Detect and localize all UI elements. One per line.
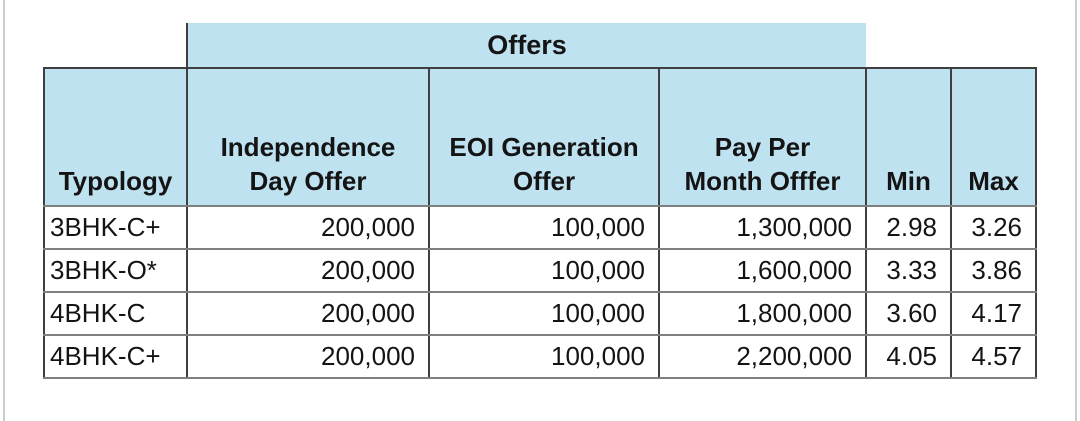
table-row: 3BHK-O* 200,000 100,000 1,600,000 3.33 3… [43, 249, 1037, 293]
cell-max: 3.86 [950, 249, 1037, 293]
column-header-typology: Typology [43, 67, 188, 207]
cell-independence-day-offer: 200,000 [186, 249, 430, 293]
offers-group-header: Offers [186, 23, 866, 68]
page-right-edge-line [1075, 0, 1077, 421]
spacer-cell [44, 23, 187, 68]
cell-typology: 4BHK-C+ [43, 335, 188, 379]
column-header-min: Min [865, 67, 952, 207]
page-left-edge-line [3, 0, 5, 421]
cell-typology: 4BHK-C [43, 292, 188, 336]
column-header-max: Max [950, 67, 1037, 207]
column-header-pay-per-month-offfer: Pay Per Month Offfer [658, 67, 867, 207]
offers-table: Offers Typology Independence Day Offer E… [43, 23, 1037, 379]
table-row: 4BHK-C 200,000 100,000 1,800,000 3.60 4.… [43, 292, 1037, 336]
cell-min: 3.60 [865, 292, 952, 336]
cell-typology: 3BHK-C+ [43, 206, 188, 250]
cell-eoi-generation-offer: 100,000 [428, 206, 660, 250]
column-header-eoi-generation-offer: EOI Generation Offer [428, 67, 660, 207]
cell-min: 4.05 [865, 335, 952, 379]
cell-max: 3.26 [950, 206, 1037, 250]
cell-eoi-generation-offer: 100,000 [428, 292, 660, 336]
group-header-row: Offers [44, 23, 1036, 68]
spacer-cell [866, 23, 951, 68]
cell-independence-day-offer: 200,000 [186, 206, 430, 250]
cell-pay-per-month-offfer: 1,300,000 [658, 206, 867, 250]
cell-pay-per-month-offfer: 1,800,000 [658, 292, 867, 336]
cell-independence-day-offer: 200,000 [186, 292, 430, 336]
cell-pay-per-month-offfer: 2,200,000 [658, 335, 867, 379]
table-row: 3BHK-C+ 200,000 100,000 1,300,000 2.98 3… [43, 206, 1037, 250]
cell-eoi-generation-offer: 100,000 [428, 249, 660, 293]
column-header-row: Typology Independence Day Offer EOI Gene… [43, 67, 1037, 207]
column-header-independence-day-offer: Independence Day Offer [186, 67, 430, 207]
cell-min: 2.98 [865, 206, 952, 250]
cell-eoi-generation-offer: 100,000 [428, 335, 660, 379]
table-row: 4BHK-C+ 200,000 100,000 2,200,000 4.05 4… [43, 335, 1037, 379]
cell-max: 4.57 [950, 335, 1037, 379]
cell-min: 3.33 [865, 249, 952, 293]
cell-pay-per-month-offfer: 1,600,000 [658, 249, 867, 293]
cell-max: 4.17 [950, 292, 1037, 336]
spacer-cell [951, 23, 1036, 68]
cell-typology: 3BHK-O* [43, 249, 188, 293]
cell-independence-day-offer: 200,000 [186, 335, 430, 379]
